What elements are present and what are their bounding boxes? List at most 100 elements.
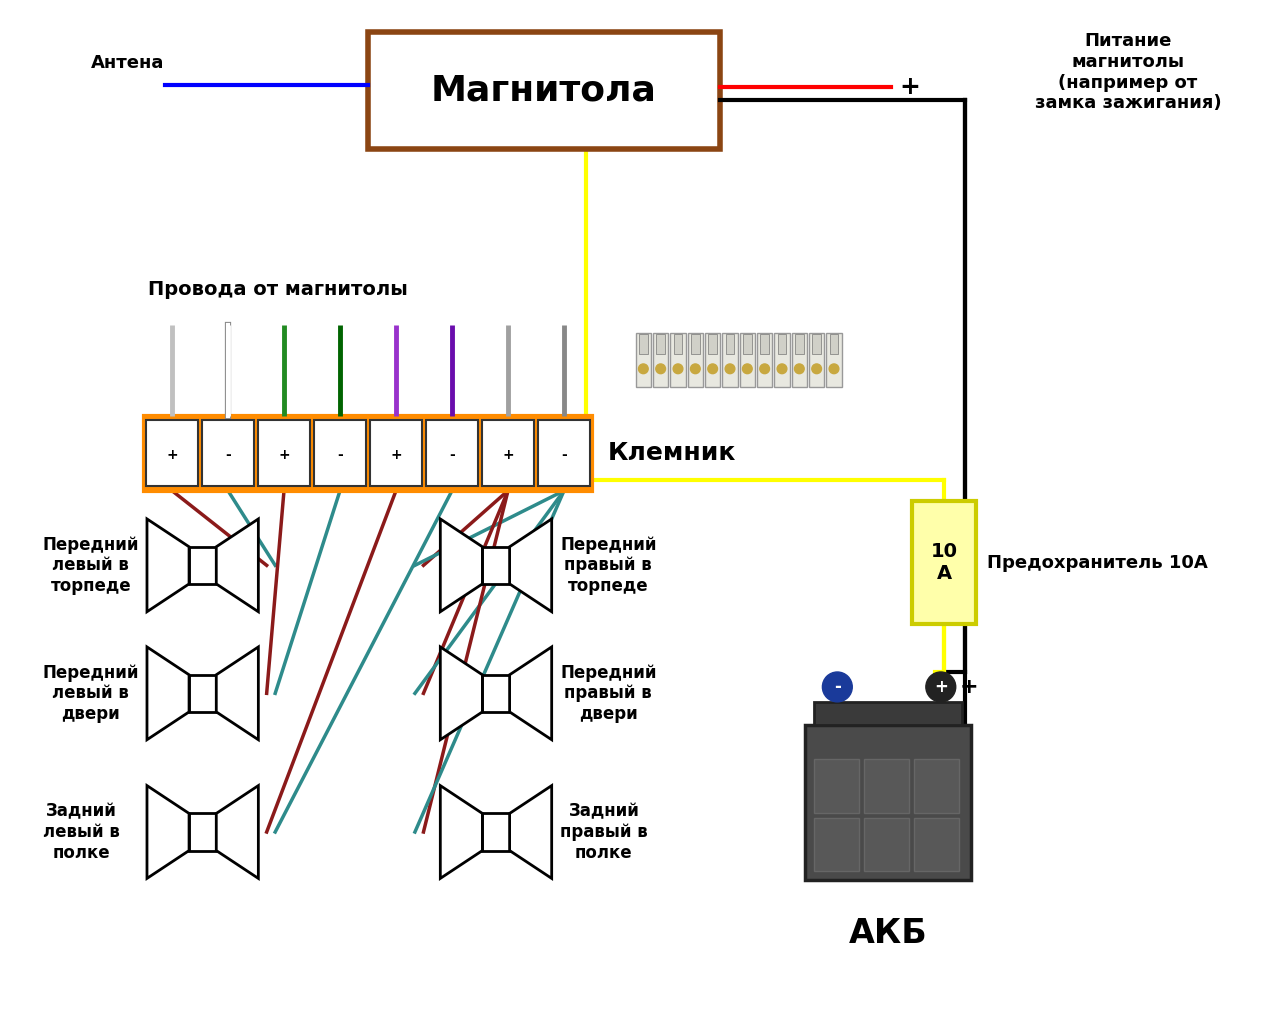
Polygon shape (216, 519, 259, 611)
Bar (673, 334, 682, 354)
Bar (913, 502, 977, 624)
Circle shape (812, 364, 822, 374)
Bar (774, 333, 790, 387)
Bar (189, 547, 216, 584)
Bar (809, 333, 824, 387)
Bar (369, 32, 719, 150)
Circle shape (726, 364, 735, 374)
Polygon shape (147, 519, 189, 611)
Bar (202, 420, 253, 486)
Text: +: + (166, 447, 178, 462)
Bar (639, 334, 648, 354)
Bar (538, 420, 590, 486)
Bar (259, 420, 310, 486)
Bar (691, 334, 700, 354)
Bar (792, 333, 806, 387)
Bar (827, 333, 842, 387)
Text: +: + (900, 75, 920, 99)
Bar (426, 420, 477, 486)
Text: -: - (561, 447, 567, 462)
Circle shape (823, 672, 852, 701)
Bar (146, 420, 198, 486)
Polygon shape (216, 785, 259, 879)
Bar (795, 334, 804, 354)
Bar (778, 334, 786, 354)
Text: Передний
левый в
двери: Передний левый в двери (42, 664, 140, 723)
Text: Предохранитель 10А: Предохранитель 10А (987, 554, 1207, 571)
Bar (636, 333, 652, 387)
Bar (483, 420, 534, 486)
Circle shape (925, 672, 956, 701)
Bar (143, 416, 591, 490)
Polygon shape (216, 647, 259, 739)
Bar (864, 818, 909, 871)
Bar (189, 813, 216, 851)
Bar (483, 675, 509, 712)
Circle shape (795, 364, 804, 374)
Bar (314, 420, 366, 486)
Text: Питание
магнитолы
(например от
замка зажигания): Питание магнитолы (например от замка заж… (1034, 32, 1221, 113)
Bar (814, 818, 859, 871)
Text: -: - (449, 447, 454, 462)
Circle shape (655, 364, 666, 374)
Text: -: - (833, 678, 841, 696)
Bar (708, 334, 717, 354)
Circle shape (708, 364, 718, 374)
Text: АКБ: АКБ (849, 918, 928, 950)
Bar (864, 760, 909, 813)
Circle shape (829, 364, 838, 374)
Text: +: + (390, 447, 402, 462)
Bar (370, 420, 422, 486)
Polygon shape (440, 519, 483, 611)
Text: +: + (502, 447, 513, 462)
Bar (813, 334, 820, 354)
Text: Провода от магнитолы: Провода от магнитолы (148, 280, 408, 299)
Text: Задний
левый в
полке: Задний левый в полке (42, 802, 119, 862)
Text: +: + (934, 678, 947, 696)
Text: Передний
левый в
торпеде: Передний левый в торпеде (42, 536, 140, 595)
Text: Передний
правый в
торпеде: Передний правый в торпеде (561, 536, 657, 595)
Circle shape (777, 364, 787, 374)
Polygon shape (509, 647, 552, 739)
Polygon shape (147, 647, 189, 739)
Polygon shape (509, 519, 552, 611)
Bar (742, 334, 751, 354)
Polygon shape (440, 647, 483, 739)
Bar (756, 333, 772, 387)
Polygon shape (147, 785, 189, 879)
Text: +: + (960, 677, 979, 697)
Bar (726, 334, 735, 354)
Bar (814, 701, 963, 725)
Bar (740, 333, 755, 387)
Text: -: - (225, 447, 230, 462)
Text: -: - (337, 447, 343, 462)
Circle shape (639, 364, 648, 374)
Bar (829, 334, 838, 354)
Bar (671, 333, 686, 387)
Bar (657, 334, 666, 354)
Text: 10
А: 10 А (931, 542, 957, 583)
Circle shape (760, 364, 769, 374)
Text: Антена: Антена (91, 54, 165, 72)
Bar (483, 547, 509, 584)
Text: +: + (278, 447, 289, 462)
Bar (687, 333, 703, 387)
Circle shape (690, 364, 700, 374)
Circle shape (742, 364, 753, 374)
Text: Магнитола: Магнитола (431, 74, 657, 108)
Bar (914, 818, 959, 871)
Text: Задний
правый в
полке: Задний правый в полке (561, 802, 648, 862)
Bar (189, 675, 216, 712)
Bar (814, 760, 859, 813)
Bar (705, 333, 721, 387)
Text: Клемник: Клемник (608, 441, 736, 465)
Bar (722, 333, 737, 387)
Circle shape (673, 364, 682, 374)
Bar (653, 333, 668, 387)
Bar (483, 813, 509, 851)
Polygon shape (509, 785, 552, 879)
Bar (805, 725, 970, 880)
Bar (914, 760, 959, 813)
Text: Передний
правый в
двери: Передний правый в двери (561, 664, 657, 723)
Polygon shape (440, 785, 483, 879)
